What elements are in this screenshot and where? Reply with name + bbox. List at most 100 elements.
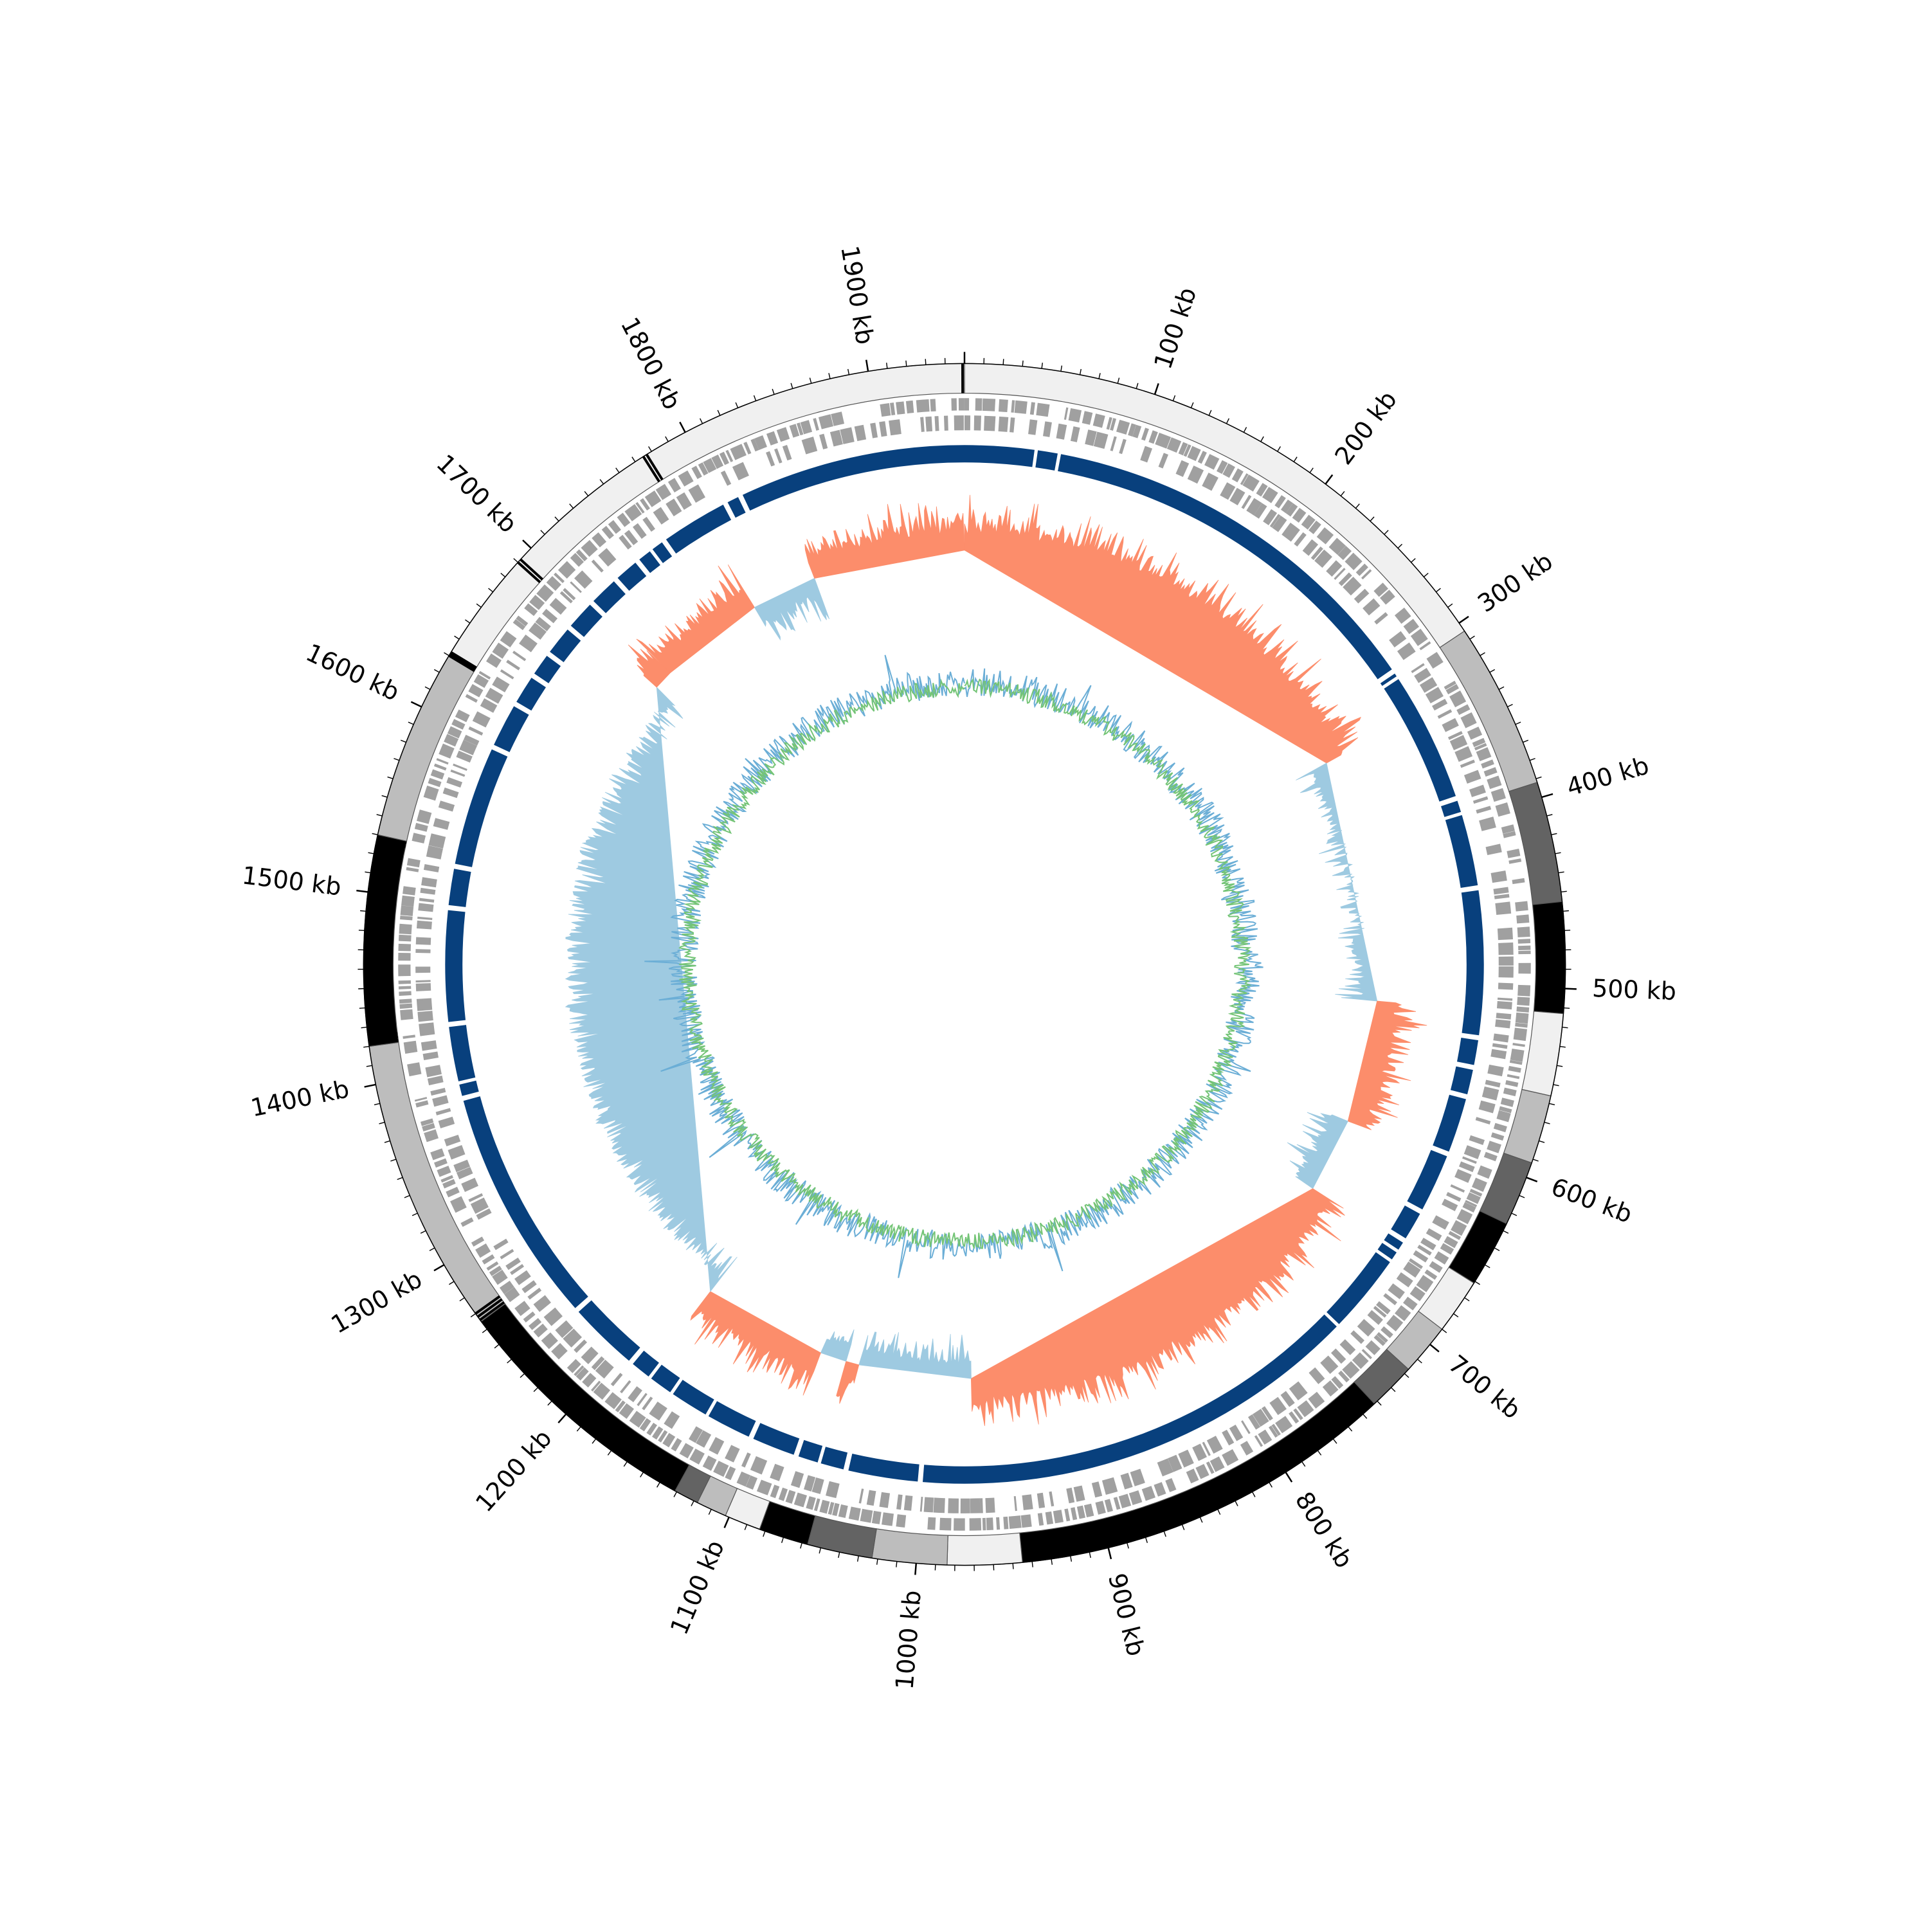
minor-tick: [1557, 1065, 1562, 1067]
minor-tick: [476, 604, 481, 607]
minor-tick: [1503, 1231, 1508, 1233]
minor-tick: [501, 573, 505, 577]
major-tick: [1286, 1472, 1292, 1482]
minor-tick: [1564, 1008, 1570, 1009]
minor-tick: [385, 1141, 390, 1142]
minor-tick: [412, 1213, 417, 1216]
minor-tick: [401, 740, 406, 742]
minor-tick: [514, 559, 518, 563]
minor-tick: [1235, 1501, 1238, 1506]
major-tick: [725, 1517, 729, 1528]
minor-tick: [1490, 669, 1495, 672]
tick-label: 1400 kb: [248, 1074, 352, 1122]
minor-tick: [1552, 833, 1557, 835]
minor-tick: [1485, 1265, 1490, 1268]
minor-tick: [359, 1008, 365, 1009]
minor-tick: [1411, 559, 1416, 563]
karyotype-band: [808, 1516, 876, 1558]
minor-tick: [829, 373, 830, 379]
minor-tick: [1269, 1483, 1272, 1488]
minor-tick: [1080, 369, 1082, 375]
synteny-block: [1391, 1205, 1420, 1238]
skew-positive: [971, 1189, 1345, 1426]
minor-tick: [1071, 1556, 1072, 1562]
minor-tick: [1475, 1281, 1480, 1285]
synteny-block: [445, 910, 466, 1022]
tick-label: 1800 kb: [615, 312, 687, 414]
minor-tick: [657, 1483, 660, 1488]
minor-tick: [1200, 1517, 1202, 1522]
minor-tick: [548, 1401, 552, 1405]
synteny-block: [449, 1025, 475, 1081]
gc-track: [644, 655, 1263, 1278]
major-tick: [365, 1085, 376, 1087]
minor-tick: [1363, 1414, 1367, 1419]
minor-tick: [1544, 1123, 1550, 1124]
minor-tick: [1561, 891, 1567, 892]
minor-tick: [1448, 604, 1453, 607]
major-tick: [1109, 1548, 1111, 1558]
minor-tick: [372, 833, 378, 835]
minor-tick: [1404, 1373, 1409, 1377]
karyotype-band: [1509, 782, 1562, 905]
major-tick: [356, 890, 368, 892]
synteny-block: [633, 1351, 659, 1377]
minor-tick: [1454, 1314, 1458, 1317]
major-tick: [1542, 794, 1553, 797]
major-tick: [866, 360, 868, 372]
minor-tick: [1127, 1543, 1128, 1549]
minor-tick: [507, 1359, 512, 1363]
minor-tick: [632, 457, 635, 462]
minor-tick: [772, 389, 774, 395]
tick-label: 1900 kb: [835, 244, 879, 347]
minor-tick: [374, 1103, 380, 1105]
minor-tick: [1051, 1559, 1052, 1565]
minor-tick: [763, 1531, 765, 1537]
minor-tick: [736, 402, 738, 408]
minor-tick: [616, 468, 619, 473]
synteny-block: [1451, 1067, 1473, 1094]
tick-label: 100 kb: [1148, 284, 1202, 373]
minor-tick: [1480, 653, 1485, 656]
minor-tick: [1442, 1329, 1447, 1332]
minor-tick: [1003, 359, 1004, 365]
minor-tick: [455, 636, 460, 639]
major-tick: [434, 1265, 444, 1270]
minor-tick: [425, 687, 430, 689]
minor-tick: [801, 1543, 802, 1549]
skew-negative: [754, 578, 829, 640]
tick-label: 600 kb: [1548, 1173, 1636, 1229]
minor-tick: [1318, 1450, 1321, 1455]
karyotype-band: [1522, 1011, 1564, 1096]
minor-tick: [1061, 366, 1062, 372]
minor-tick: [718, 410, 720, 415]
skew-positive: [1348, 1001, 1427, 1130]
karyotype-band: [1440, 631, 1537, 791]
minor-tick: [925, 359, 926, 365]
synteny-block: [449, 869, 471, 907]
minor-tick: [1562, 1027, 1568, 1028]
minor-tick: [1099, 373, 1100, 379]
minor-tick: [1465, 1297, 1469, 1301]
minor-tick: [600, 480, 603, 484]
synteny-block: [618, 563, 647, 591]
minor-tick: [1370, 517, 1374, 521]
minor-tick: [791, 383, 793, 389]
tick-label: 300 kb: [1472, 547, 1558, 618]
minor-tick: [1547, 815, 1553, 816]
minor-tick: [1553, 1085, 1559, 1086]
synteny-block: [593, 581, 626, 613]
minor-tick: [1302, 1461, 1305, 1466]
minor-tick: [848, 369, 849, 375]
minor-tick: [397, 1177, 403, 1179]
skew-negative: [566, 687, 738, 1292]
minor-tick: [1519, 1195, 1525, 1197]
major-tick: [680, 422, 685, 433]
minor-tick: [624, 1461, 627, 1466]
major-tick: [1325, 474, 1332, 483]
minor-tick: [482, 1329, 487, 1332]
synteny-block: [455, 750, 508, 867]
synteny-block: [753, 1423, 799, 1455]
tick-label: 200 kb: [1329, 386, 1402, 470]
